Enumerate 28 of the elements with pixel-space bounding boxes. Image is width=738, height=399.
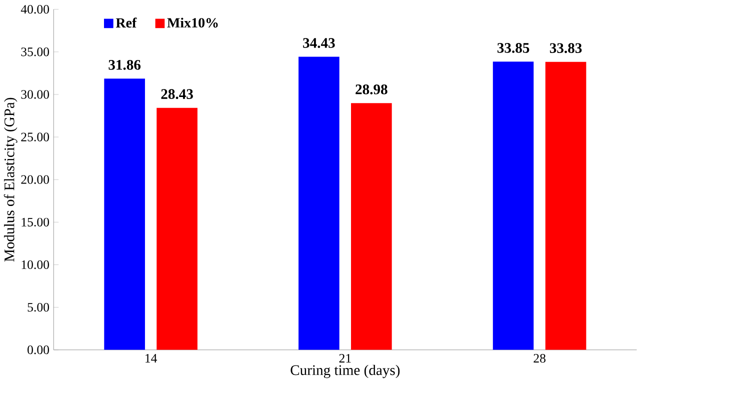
bar (156, 108, 198, 350)
data-label: 28.43 (161, 89, 193, 100)
bar (492, 62, 534, 350)
legend-label: Ref (116, 18, 137, 28)
x-tick-label: 21 (339, 354, 351, 363)
y-tick-label: 20.00 (21, 175, 50, 184)
bar (351, 103, 392, 350)
x-tick-label: 28 (534, 354, 546, 363)
y-axis-title: Modulus of Elasticity (GPa) (4, 98, 18, 262)
data-label: 33.83 (550, 43, 582, 54)
bar (298, 56, 340, 350)
data-label: 34.43 (303, 38, 335, 48)
x-axis-title: Curing time (days) (290, 364, 400, 378)
y-tick-label: 0.00 (28, 346, 50, 354)
data-label: 33.85 (497, 43, 530, 53)
bar (104, 78, 145, 350)
y-tick-label: 10.00 (22, 260, 50, 270)
legend-label: Mix10% (167, 18, 218, 28)
data-label: 28.98 (356, 84, 388, 94)
y-tick-label: 30.00 (21, 90, 50, 99)
y-tick-label: 15.00 (22, 218, 50, 227)
bar (545, 62, 586, 350)
data-label: 31.86 (108, 60, 141, 70)
y-tick-label: 40.00 (20, 5, 50, 14)
y-tick-label: 5.00 (28, 303, 50, 312)
y-tick-label: 25.00 (21, 132, 50, 142)
x-tick-label: 14 (146, 354, 158, 363)
y-tick-label: 35.00 (21, 48, 50, 56)
